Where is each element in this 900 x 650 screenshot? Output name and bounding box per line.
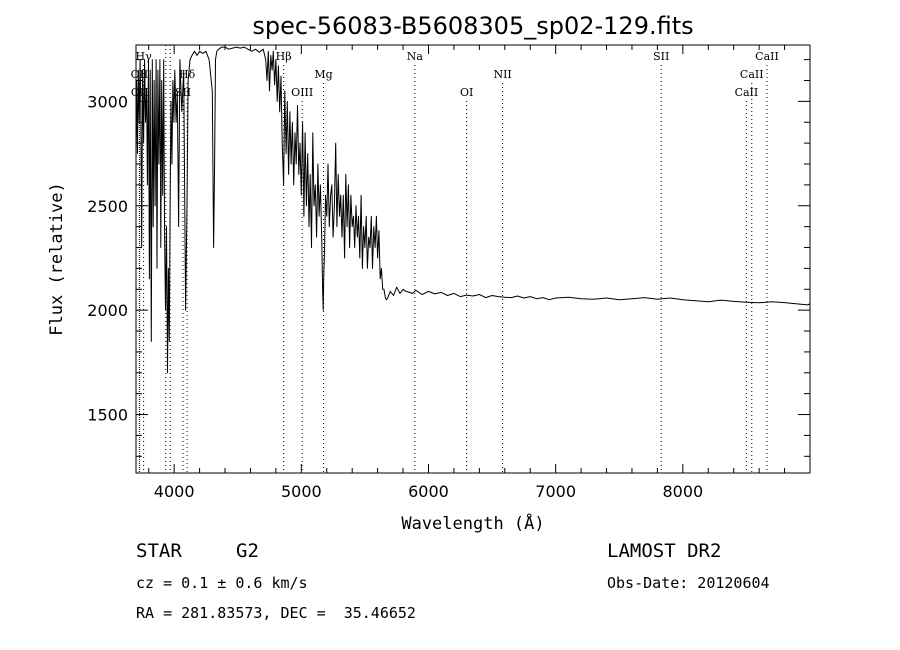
line-marker-label: Na (407, 50, 424, 63)
x-tick-label: 8000 (662, 482, 703, 501)
observation-date: Obs-Date: 20120604 (607, 574, 770, 592)
x-tick-label: 6000 (408, 482, 449, 501)
y-axis-label: Flux (relative) (47, 182, 67, 336)
y-tick-label: 2500 (87, 197, 128, 216)
plot-frame (135, 44, 811, 474)
object-subclass: G2 (236, 540, 259, 562)
line-marker-label: NII (493, 68, 511, 81)
spectrum-trace-group (135, 46, 811, 374)
redshift-readout: cz = 0.1 ± 0.6 km/s (136, 574, 308, 592)
y-tick-label: 3000 (87, 92, 128, 111)
spectrum-trace (135, 46, 811, 374)
line-marker-label: Mg (314, 68, 332, 81)
line-marker-label: SII (653, 50, 669, 63)
line-marker-label: OI (460, 86, 473, 99)
line-marker-label: CaII (735, 86, 759, 99)
line-markers: OIIOIIHγHδSIIHβOIIIMgNaOINIISIICaIICaIIC… (131, 45, 779, 473)
survey-name: LAMOST DR2 (607, 540, 722, 562)
line-marker-label: Hδ (179, 68, 196, 81)
chart-title: spec-56083-B5608305_sp02-129.fits (252, 12, 693, 40)
y-tick-label: 2000 (87, 301, 128, 320)
line-marker-label: Hβ (276, 50, 292, 63)
x-tick-label: 5000 (281, 482, 322, 501)
y-tick-label: 1500 (87, 406, 128, 425)
x-axis-label: Wavelength (Å) (401, 512, 544, 534)
line-marker-label: Hγ (136, 50, 153, 63)
axis-ticks: 4000 5000 6000 7000 8000 1500 2000 2500 3000 (87, 45, 810, 501)
line-marker-label: CaII (740, 68, 764, 81)
x-tick-label: 4000 (154, 482, 195, 501)
coordinates-readout: RA = 281.83573, DEC = 35.46652 (136, 604, 416, 622)
line-marker-label: OIII (291, 86, 313, 99)
object-class: STAR (136, 540, 182, 562)
line-marker-label: CaII (755, 50, 779, 63)
x-tick-label: 7000 (535, 482, 576, 501)
